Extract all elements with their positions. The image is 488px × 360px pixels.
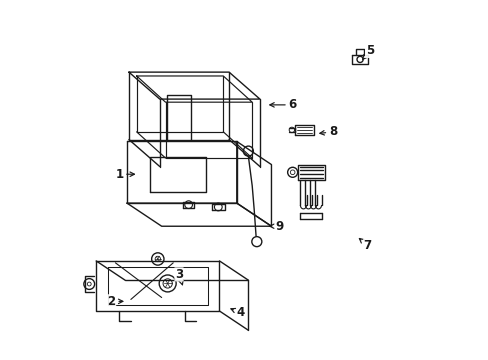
Text: 3: 3 bbox=[175, 268, 183, 285]
Text: 1: 1 bbox=[115, 168, 134, 181]
Text: 8: 8 bbox=[319, 125, 337, 138]
Text: 7: 7 bbox=[359, 238, 371, 252]
Text: 9: 9 bbox=[269, 220, 283, 233]
Text: 4: 4 bbox=[230, 306, 244, 319]
Text: 6: 6 bbox=[269, 98, 296, 111]
Text: 5: 5 bbox=[362, 44, 373, 59]
Text: 2: 2 bbox=[107, 295, 122, 308]
